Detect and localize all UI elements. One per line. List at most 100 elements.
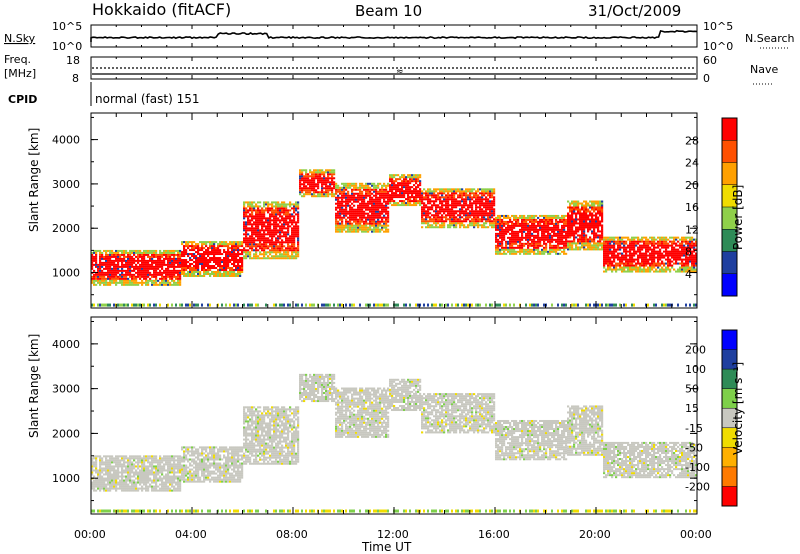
power-cell <box>357 206 360 209</box>
power-cell <box>365 303 367 307</box>
power-cell <box>523 214 526 217</box>
power-cell <box>595 208 598 211</box>
power-cell <box>219 245 222 248</box>
power-cell <box>469 210 472 213</box>
power-cell <box>483 222 486 225</box>
power-cell <box>203 257 206 260</box>
power-cell <box>375 192 378 195</box>
power-cell <box>427 196 430 199</box>
power-cell <box>243 249 246 252</box>
power-cell <box>563 220 566 223</box>
power-cell <box>569 230 572 233</box>
power-cell <box>105 251 108 254</box>
power-cell <box>207 251 210 254</box>
power-cell <box>183 265 186 268</box>
power-cell <box>589 240 592 243</box>
power-cell <box>249 235 252 238</box>
power-cell <box>455 224 458 227</box>
power-cell <box>335 218 338 221</box>
power-cell <box>197 245 200 248</box>
power-cell <box>463 224 466 227</box>
power-cell <box>261 207 264 210</box>
power-cell <box>421 220 424 223</box>
power-cell <box>253 205 256 208</box>
power-cell <box>195 261 198 264</box>
power-cell <box>605 270 608 273</box>
power-cell <box>353 204 356 207</box>
power-cell <box>271 223 274 226</box>
power-cell <box>357 204 360 207</box>
power-cell <box>109 265 112 268</box>
power-cell <box>397 204 400 207</box>
power-cell <box>417 200 420 203</box>
power-cell <box>537 240 540 243</box>
power-cell <box>401 182 404 185</box>
power-cell <box>303 189 306 192</box>
power-cell <box>159 271 162 274</box>
power-cell <box>137 303 139 307</box>
power-cell <box>99 265 102 268</box>
power-cell <box>349 226 352 229</box>
power-cell <box>269 253 272 256</box>
power-cell <box>451 196 454 199</box>
power-cell <box>515 230 518 233</box>
power-cell <box>109 251 112 254</box>
power-cell <box>375 188 378 191</box>
power-cell <box>567 212 570 215</box>
power-cell <box>139 303 141 307</box>
nsky-trace <box>90 29 698 42</box>
power-cell <box>601 220 604 223</box>
power-cell <box>137 255 140 258</box>
power-cell <box>279 247 282 250</box>
power-cell <box>135 303 137 307</box>
power-cell <box>125 275 128 278</box>
power-cell <box>631 252 634 255</box>
power-cell <box>541 238 544 241</box>
power-cell <box>279 241 282 244</box>
power-cell <box>201 241 204 244</box>
power-cell <box>219 257 222 260</box>
power-cell <box>487 190 490 193</box>
power-cell <box>375 216 378 219</box>
power-cell <box>261 243 264 246</box>
power-cell <box>233 245 236 248</box>
power-cell <box>629 252 632 255</box>
power-cell <box>185 274 188 277</box>
power-cell <box>573 206 576 209</box>
power-cell <box>351 188 354 191</box>
power-cell <box>371 182 374 185</box>
power-cell <box>443 222 446 225</box>
power-cell <box>461 208 464 211</box>
power-cell <box>339 230 342 233</box>
power-cell <box>337 202 340 205</box>
power-cell <box>125 263 128 266</box>
power-cell <box>597 240 600 243</box>
power-cell <box>107 277 110 280</box>
power-cell <box>287 241 290 244</box>
power-cell <box>493 208 496 211</box>
power-cell <box>415 202 418 205</box>
power-cell <box>149 273 152 276</box>
power-cell <box>267 255 270 258</box>
power-cell <box>115 281 118 284</box>
power-cell <box>371 192 374 195</box>
power-cell <box>425 214 428 217</box>
power-cell <box>541 244 544 247</box>
power-cell <box>517 218 520 221</box>
power-cell <box>595 246 598 249</box>
power-cell <box>637 260 640 263</box>
power-cell <box>619 264 622 267</box>
power-cell <box>137 267 140 270</box>
power-cell <box>545 224 548 227</box>
power-cell <box>245 233 248 236</box>
power-cell <box>363 210 366 213</box>
power-cell <box>449 218 452 221</box>
power-cell <box>593 202 596 205</box>
power-cell <box>137 269 140 272</box>
power-cell <box>611 256 614 259</box>
power-cell <box>227 251 230 254</box>
power-cell <box>283 251 286 254</box>
power-cell <box>511 228 514 231</box>
power-cell <box>295 213 298 216</box>
power-cell <box>577 240 580 243</box>
